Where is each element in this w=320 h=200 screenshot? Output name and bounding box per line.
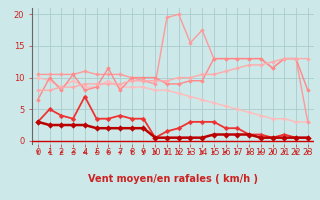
Text: Vent moyen/en rafales ( km/h ): Vent moyen/en rafales ( km/h ) <box>88 174 258 184</box>
